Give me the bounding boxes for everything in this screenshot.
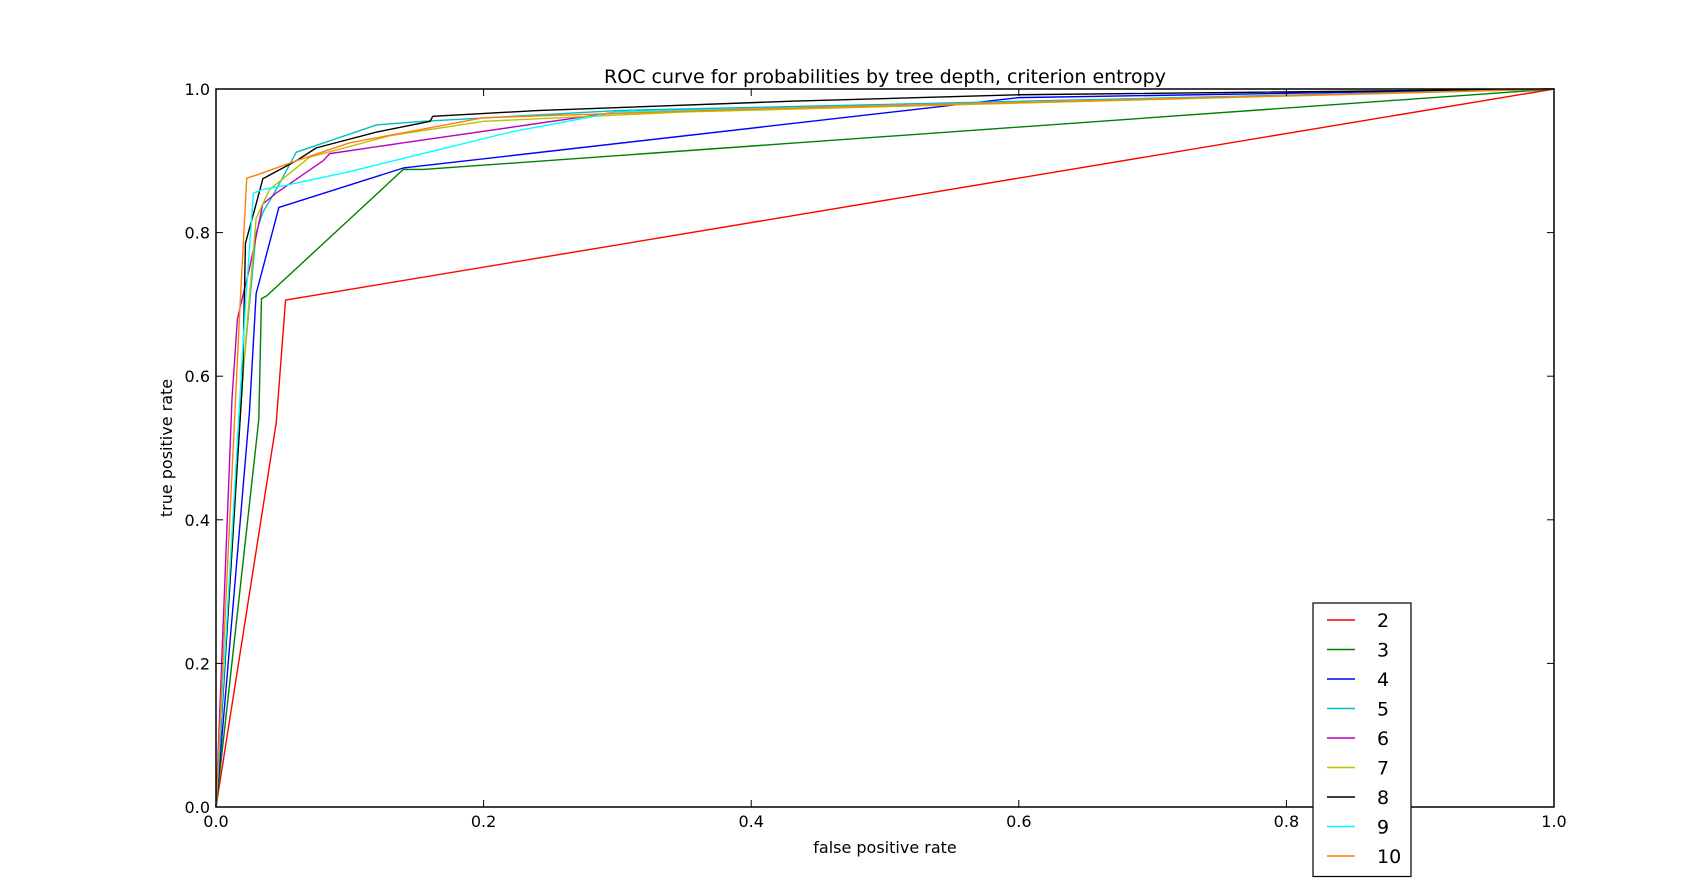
legend-label-5: 5 [1377,699,1389,721]
series-line-4 [215,88,1555,808]
series-line-3 [215,88,1555,808]
x-tick-label: 0.6 [1006,812,1031,831]
x-tick-label: 0.4 [738,812,763,831]
series-line-10 [215,88,1555,808]
chart-title: ROC curve for probabilities by tree dept… [604,66,1166,88]
tick-layer: 0.0 0.2 0.4 0.6 0.8 1.0 0.0 0.2 0.4 0.6 0.8 1.0 [185,80,1567,831]
legend-label-3: 3 [1377,640,1389,662]
plot-frame [215,88,1555,808]
series-line-7 [215,88,1555,808]
legend-label-10: 10 [1377,846,1401,868]
y-tick-label: 0.2 [185,654,210,673]
series-line-2 [215,88,1555,808]
series-layer [215,88,1555,808]
legend-label-2: 2 [1377,610,1389,632]
y-axis-label: true positive rate [157,379,176,517]
x-tick-label: 1.0 [1541,812,1566,831]
series-line-8 [215,88,1555,808]
y-tick-label: 0.0 [185,798,210,817]
x-tick-label: 0.2 [471,812,496,831]
series-line-9 [215,88,1555,808]
legend-label-7: 7 [1377,758,1389,780]
legend: 2 3 4 5 6 7 8 9 10 [1312,602,1412,878]
legend-label-4: 4 [1377,669,1389,691]
legend-box [1312,602,1412,878]
x-tick-label: 0.8 [1274,812,1299,831]
legend-label-8: 8 [1377,787,1389,809]
y-tick-label: 0.6 [185,367,210,386]
y-tick-label: 0.4 [185,511,210,530]
x-axis-label: false positive rate [813,838,957,857]
series-line-6 [215,88,1555,808]
y-tick-label: 1.0 [185,80,210,99]
x-tick-label: 0.0 [203,812,228,831]
legend-label-9: 9 [1377,817,1389,839]
y-tick-label: 0.8 [185,224,210,243]
legend-label-6: 6 [1377,728,1389,750]
